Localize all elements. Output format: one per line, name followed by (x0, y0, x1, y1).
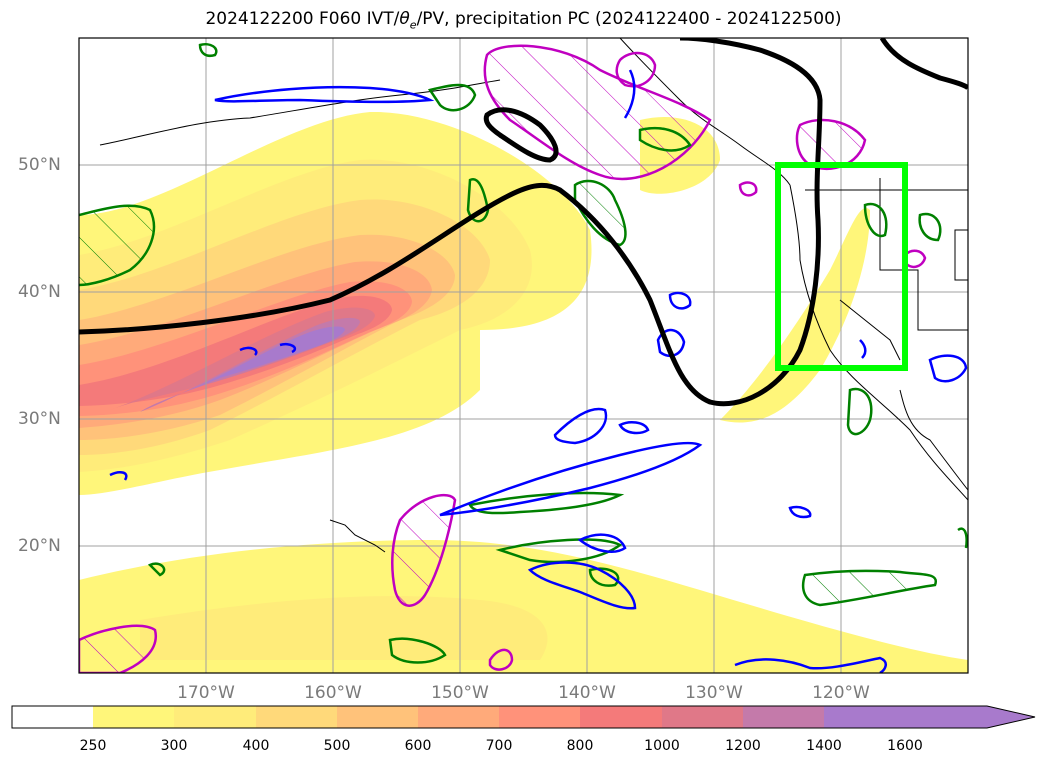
green-contours (79, 43, 968, 664)
lat-label-50n: 50°N (18, 155, 61, 175)
pv-contour (79, 38, 968, 407)
ivt-1400 (190, 326, 345, 390)
cb-seg-2 (174, 706, 256, 728)
cb-tick-1400: 1400 (806, 738, 842, 754)
magenta-hatched-areas (79, 44, 927, 673)
cb-seg-6 (499, 706, 580, 728)
title-prefix: 2024122200 F060 IVT/ (205, 9, 400, 29)
ivt-filled-contours (79, 111, 968, 673)
blue-contours (109, 69, 968, 673)
lon-label-170w: 170°W (177, 683, 235, 703)
cb-seg-8 (662, 706, 743, 728)
lon-label-140w: 140°W (558, 683, 616, 703)
cb-tick-1200: 1200 (725, 738, 761, 754)
lon-label-150w: 150°W (431, 683, 489, 703)
cb-tick-1600: 1600 (887, 738, 923, 754)
cb-tick-250: 250 (79, 738, 107, 754)
map-title: 2024122200 F060 IVT/θe/PV, precipitation… (0, 9, 1047, 31)
cb-tick-800: 800 (566, 738, 594, 754)
colorbar (11, 705, 1036, 729)
map-frame (78, 37, 969, 674)
cb-extend-arrow (905, 706, 1035, 728)
cb-tick-1000: 1000 (644, 738, 680, 754)
magenta-area-central (391, 493, 457, 607)
cb-tick-500: 500 (323, 738, 351, 754)
cb-seg-0 (12, 706, 93, 728)
lat-label-30n: 30°N (18, 409, 61, 429)
lon-label-120w: 120°W (812, 683, 870, 703)
region-box (775, 162, 908, 371)
cb-tick-600: 600 (404, 738, 432, 754)
cb-seg-9 (743, 706, 824, 728)
cb-seg-1 (93, 706, 174, 728)
lon-label-160w: 160°W (304, 683, 362, 703)
cb-seg-7 (580, 706, 662, 728)
magenta-area-southwest (79, 624, 158, 673)
cb-tick-400: 400 (242, 738, 270, 754)
cb-seg-10 (824, 706, 905, 728)
ivt-250-coast2 (720, 208, 870, 423)
cb-seg-5 (418, 706, 499, 728)
title-suffix: /PV, precipitation PC (2024122400 - 2024… (416, 9, 842, 29)
lon-label-130w: 130°W (685, 683, 743, 703)
lat-label-40n: 40°N (18, 282, 61, 302)
map-layers (79, 38, 968, 673)
lat-label-20n: 20°N (18, 536, 61, 556)
title-theta-sub: e (409, 18, 417, 32)
magenta-area-coast (795, 118, 867, 171)
title-theta: θ (399, 9, 410, 29)
cb-tick-300: 300 (160, 738, 188, 754)
cb-seg-3 (256, 706, 337, 728)
magenta-area-gulf (483, 44, 712, 181)
ivt-300-south (140, 596, 548, 660)
cb-tick-700: 700 (485, 738, 513, 754)
cb-seg-4 (337, 706, 418, 728)
